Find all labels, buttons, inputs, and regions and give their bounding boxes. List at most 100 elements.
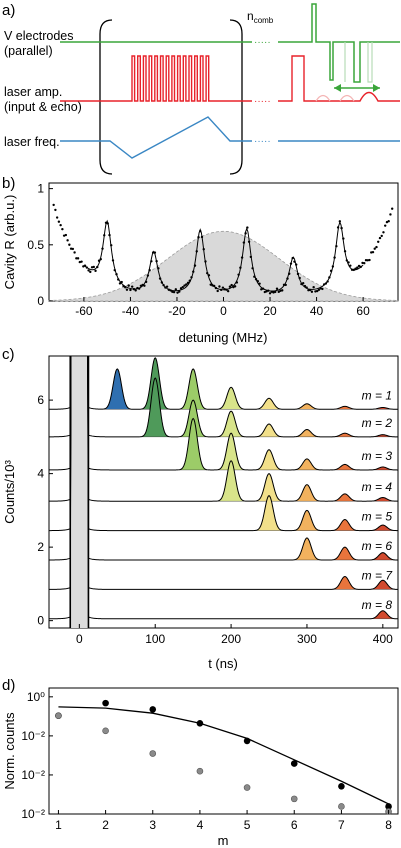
x-tick-label: -40 xyxy=(122,304,140,318)
data-point xyxy=(176,291,179,294)
amp-dots: ····· xyxy=(254,96,271,107)
data-point xyxy=(301,282,305,285)
m-labels: m = 1 m = 2 m = 3 m = 4 m = 5 m = 6 m = 7 m = 8 xyxy=(362,388,394,612)
data-point xyxy=(57,220,61,223)
data-point xyxy=(378,236,382,240)
m-label: m = 3 xyxy=(362,449,393,463)
gray-point xyxy=(55,712,62,720)
m-label: m = 2 xyxy=(362,416,393,430)
data-point xyxy=(277,290,280,294)
data-point xyxy=(387,220,390,223)
data-point xyxy=(68,243,71,246)
data-point xyxy=(268,292,272,295)
data-point xyxy=(75,257,78,260)
x-tick-label: 300 xyxy=(297,632,317,646)
y-ticks: 0 2 4 6 xyxy=(37,393,53,628)
laser-freq-label: laser freq. xyxy=(4,135,60,149)
data-point xyxy=(317,288,321,292)
count-trace xyxy=(48,355,399,502)
v-electrodes-sub: (parallel) xyxy=(4,44,53,58)
data-point xyxy=(87,269,90,272)
amp-echo-trace xyxy=(278,55,400,102)
v-dots: ····· xyxy=(254,37,271,48)
x-tick-label: 100 xyxy=(145,632,165,646)
data-point xyxy=(380,234,383,238)
gray-point xyxy=(338,803,345,810)
measured-point xyxy=(196,719,204,727)
echo-peak xyxy=(331,519,359,531)
panel-c-ylabel: Counts/10³ xyxy=(2,460,17,524)
data-point xyxy=(233,285,237,288)
panel-b: b) -60 -40 -20 0 20 40 60 00.51 detuning (MHz)… xyxy=(2,175,399,345)
panel-b-letter: b) xyxy=(2,175,15,192)
gray-point xyxy=(243,784,251,791)
echo-peak xyxy=(293,429,321,438)
laser-amp-label: laser amp. xyxy=(4,85,62,99)
y-ticks: 10⁰ 10⁻² 10⁻² 10⁻² xyxy=(21,690,53,821)
echo-peak xyxy=(255,449,283,471)
data-point xyxy=(230,283,233,287)
data-point xyxy=(384,224,387,227)
count-trace xyxy=(48,355,399,590)
data-point xyxy=(71,247,75,251)
data-point xyxy=(363,262,366,265)
panel-b-xlabel: detuning (MHz) xyxy=(179,330,268,345)
data-point xyxy=(281,289,284,292)
data-point xyxy=(61,227,64,231)
panel-a-letter: a) xyxy=(2,2,15,19)
data-point xyxy=(52,203,55,207)
v-pulse-trace xyxy=(278,3,400,83)
echo-peak xyxy=(255,398,283,410)
x-tick-label: 400 xyxy=(373,632,393,646)
gray-point xyxy=(196,767,204,775)
measured-point xyxy=(102,699,109,707)
echo-peak xyxy=(368,552,397,561)
x-tick-label: 5 xyxy=(244,818,251,832)
data-point xyxy=(69,247,73,250)
measured-point xyxy=(338,782,345,790)
data-point xyxy=(371,250,375,254)
panel-d-frame xyxy=(48,687,399,815)
data-point xyxy=(377,240,380,243)
data-point xyxy=(364,259,368,262)
y-tick-label: 10⁰ xyxy=(27,690,45,704)
echo-peak xyxy=(293,458,321,471)
data-point xyxy=(356,266,359,269)
data-point xyxy=(373,247,376,250)
data-point xyxy=(218,285,221,288)
data-points xyxy=(55,699,392,815)
x-tick-label: -60 xyxy=(75,304,93,318)
data-point xyxy=(375,245,378,249)
data-point xyxy=(228,285,232,288)
data-point xyxy=(165,285,169,288)
count-trace xyxy=(48,355,399,471)
data-point xyxy=(64,233,68,237)
gray-point xyxy=(290,795,298,803)
y-tick-label: 2 xyxy=(37,540,44,554)
data-point xyxy=(216,289,219,293)
y-tick-label: 0 xyxy=(37,614,44,628)
fit-line xyxy=(58,706,389,805)
x-tick-label: 6 xyxy=(291,818,298,832)
data-point xyxy=(66,239,69,242)
measured-point xyxy=(149,706,157,713)
data-point xyxy=(226,289,230,293)
freq-dots: ····· xyxy=(254,136,271,147)
data-point xyxy=(181,285,184,289)
y-tick-label: 1 xyxy=(37,182,44,196)
amp-ghost-echoes xyxy=(315,94,355,102)
x-tick-label: 4 xyxy=(197,818,204,832)
echo-peak xyxy=(368,610,397,620)
data-point xyxy=(76,257,80,260)
count-trace xyxy=(48,355,399,532)
y-tick-label: 10⁻² xyxy=(21,807,45,821)
echo-peak xyxy=(331,493,359,502)
x-tick-label: 0 xyxy=(220,304,227,318)
echo-peak xyxy=(217,387,245,410)
measured-point xyxy=(243,737,251,745)
count-trace xyxy=(48,355,399,438)
m-label: m = 5 xyxy=(362,510,393,524)
panel-c-letter: c) xyxy=(2,346,15,363)
data-point xyxy=(92,265,95,269)
